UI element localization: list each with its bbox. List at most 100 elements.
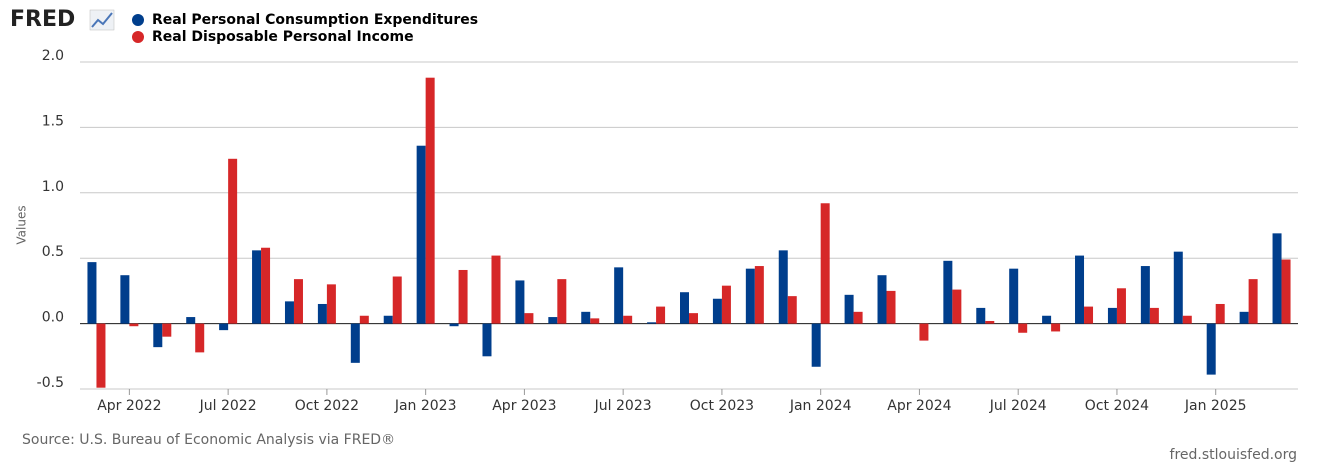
x-tick-label: Jan 2023 [394, 398, 457, 414]
bar [721, 285, 731, 324]
bar [515, 280, 525, 324]
bar [844, 294, 854, 324]
bar [1206, 323, 1216, 375]
bar [383, 315, 393, 324]
bar [1239, 311, 1249, 324]
legend-marker [132, 31, 144, 43]
bar [623, 315, 633, 324]
y-tick-label: 2.0 [42, 48, 64, 64]
bar [228, 158, 238, 324]
bar [1140, 266, 1150, 324]
logo-icon [89, 9, 115, 31]
bar [656, 306, 666, 324]
bar [252, 250, 262, 324]
bar [293, 279, 303, 324]
bar [317, 303, 327, 324]
x-tick-label: Jul 2023 [594, 398, 652, 414]
legend-label: Real Disposable Personal Income [152, 29, 414, 45]
bar [326, 284, 336, 324]
bar [1084, 306, 1094, 324]
bar [1272, 233, 1282, 324]
bar [943, 260, 953, 324]
bar [491, 255, 501, 324]
y-tick-label: 0.0 [42, 310, 64, 326]
bar [976, 307, 986, 324]
bar [985, 320, 995, 324]
bar [1149, 307, 1159, 324]
bar [689, 313, 698, 324]
legend-marker [132, 14, 144, 26]
y-tick-label: 0.5 [42, 244, 64, 260]
bar [1116, 288, 1126, 324]
x-tick-label: Jan 2024 [789, 398, 852, 414]
logo: FRED [10, 7, 75, 32]
bar [778, 250, 788, 324]
bar [96, 323, 106, 388]
bar [87, 262, 97, 324]
legend-label: Real Personal Consumption Expenditures [152, 12, 478, 28]
bar [425, 77, 435, 324]
bar [1173, 251, 1183, 324]
source: Source: U.S. Bureau of Economic Analysis… [22, 432, 395, 448]
bar [754, 266, 764, 324]
bar [712, 298, 722, 324]
bar [787, 296, 797, 324]
bar [647, 322, 657, 324]
bar [1009, 268, 1019, 324]
bar [1107, 307, 1117, 324]
y-axis-label: Values [15, 205, 29, 244]
bar [581, 311, 591, 324]
bar [680, 292, 689, 324]
bar [219, 323, 229, 331]
bar [350, 323, 360, 363]
bar [811, 323, 821, 367]
x-tick-label: Jul 2024 [989, 398, 1047, 414]
bar [548, 317, 558, 324]
bar [416, 145, 426, 324]
bar [590, 318, 600, 324]
site: fred.stlouisfed.org [1170, 447, 1297, 463]
bar [1075, 255, 1085, 324]
bar [614, 267, 624, 324]
bar [557, 279, 567, 324]
bar [482, 323, 492, 357]
y-tick-label: 1.5 [42, 113, 64, 129]
bar [186, 317, 196, 324]
bar [392, 276, 402, 324]
bar [1182, 315, 1192, 324]
x-tick-label: Apr 2022 [97, 398, 161, 414]
bar [284, 301, 294, 324]
bar [120, 275, 130, 324]
x-tick-label: Apr 2024 [887, 398, 951, 414]
bar [153, 323, 163, 348]
bar [1042, 315, 1052, 324]
bar [853, 311, 863, 324]
bar [1018, 323, 1028, 333]
x-tick-label: Jul 2022 [199, 398, 257, 414]
bar [359, 315, 369, 324]
bar [458, 269, 468, 324]
x-tick-label: Jan 2025 [1184, 398, 1247, 414]
bar [745, 268, 755, 324]
bar [449, 323, 459, 327]
x-tick-label: Oct 2022 [295, 398, 359, 414]
y-tick-label: 1.0 [42, 179, 64, 195]
bar [1051, 323, 1061, 332]
bar [524, 313, 534, 324]
bar [129, 323, 139, 327]
x-tick-label: Apr 2023 [492, 398, 556, 414]
bar [162, 323, 172, 337]
y-tick-label: -0.5 [37, 375, 64, 391]
x-tick-label: Oct 2024 [1085, 398, 1149, 414]
bar [919, 323, 929, 341]
x-tick-label: Oct 2023 [690, 398, 754, 414]
bar [1248, 279, 1258, 324]
bar [886, 290, 896, 324]
bar [877, 275, 887, 324]
bar [1281, 259, 1291, 324]
bar [820, 203, 830, 324]
bar [1215, 303, 1225, 324]
bar [952, 289, 962, 324]
bar [195, 323, 205, 353]
